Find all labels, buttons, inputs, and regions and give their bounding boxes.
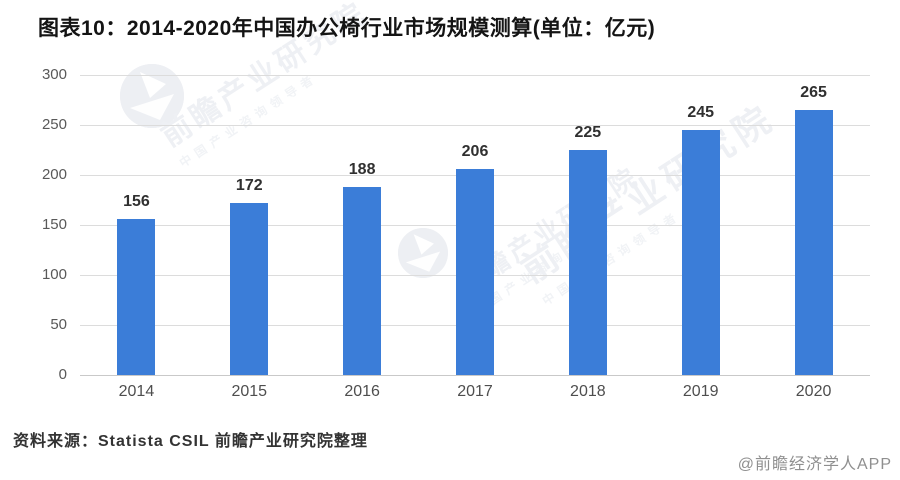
bar-2014 <box>117 219 156 375</box>
y-tick-label: 150 <box>41 216 67 233</box>
chart-title: 图表10：2014-2020年中国办公椅行业市场规模测算(单位：亿元) <box>38 17 656 40</box>
source-note: 资料来源：Statista CSIL 前瞻产业研究院整理 <box>13 433 368 450</box>
y-tick-label: 300 <box>41 66 67 83</box>
y-tick-label: 100 <box>41 266 67 283</box>
bar-2015 <box>230 203 269 375</box>
bar-value-label-2016: 188 <box>348 161 376 178</box>
x-tick-label-2014: 2014 <box>118 383 155 400</box>
y-tick-label: 50 <box>50 316 67 333</box>
bar-value-label-2014: 156 <box>123 193 150 210</box>
y-tick-label: 250 <box>41 116 67 133</box>
bar-value-label-2017: 206 <box>461 143 489 160</box>
bar-value-label-2015: 172 <box>235 177 263 194</box>
gridline <box>80 75 870 76</box>
plot-area: 0 50 100 150 200 250 300 156 2014 172 2015 188 2016 2… <box>42 66 870 400</box>
bar-2019 <box>681 130 720 375</box>
bar-2020 <box>794 110 833 375</box>
bar-2016 <box>343 187 382 375</box>
x-tick-label-2018: 2018 <box>570 383 606 400</box>
y-tick-label: 0 <box>58 366 67 383</box>
x-tick-label-2015: 2015 <box>231 383 268 400</box>
bar-value-label-2019: 245 <box>687 104 715 121</box>
bar-value-label-2018: 225 <box>574 124 602 141</box>
attribution-handle: @前瞻经济学人APP <box>737 456 892 473</box>
x-tick-label-2016: 2016 <box>344 383 380 400</box>
x-tick-label-2019: 2019 <box>682 383 719 400</box>
bar-value-label-2020: 265 <box>800 84 827 101</box>
y-tick-label: 200 <box>41 166 67 183</box>
bar-2017 <box>456 169 494 375</box>
x-axis-line <box>80 375 870 376</box>
x-tick-label-2017: 2017 <box>457 383 493 400</box>
bar-2018 <box>568 150 607 375</box>
gridline <box>80 125 870 126</box>
x-tick-label-2020: 2020 <box>795 383 832 400</box>
